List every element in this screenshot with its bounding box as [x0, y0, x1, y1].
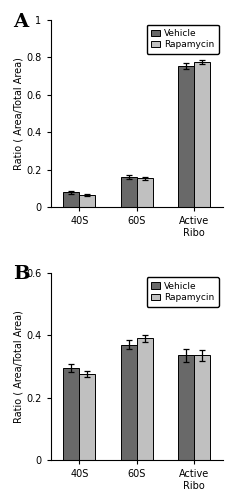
Text: A: A [13, 12, 28, 30]
Text: B: B [13, 266, 29, 283]
Bar [194, 356, 210, 460]
Bar [120, 178, 136, 207]
Bar [177, 356, 194, 460]
Bar [63, 192, 79, 207]
Bar [120, 344, 136, 460]
Bar [177, 66, 194, 207]
Bar [79, 374, 95, 460]
Bar [136, 338, 152, 460]
Legend: Vehicle, Rapamycin: Vehicle, Rapamycin [146, 24, 218, 54]
Bar [79, 195, 95, 207]
Y-axis label: Ratio ( Area/Total Area): Ratio ( Area/Total Area) [13, 57, 23, 170]
Y-axis label: Ratio ( Area/Total Area): Ratio ( Area/Total Area) [13, 310, 23, 423]
Legend: Vehicle, Rapamycin: Vehicle, Rapamycin [146, 278, 218, 306]
Bar [63, 368, 79, 460]
Bar [194, 62, 210, 207]
Bar [136, 178, 152, 207]
